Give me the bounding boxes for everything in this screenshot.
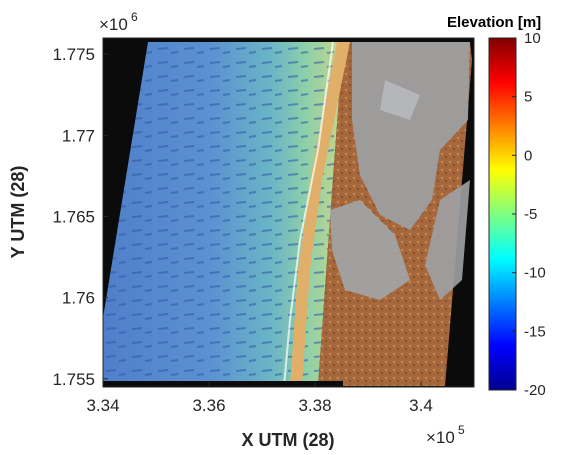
y-tick-label: 1.775 [52,45,95,64]
y-tick-label: 1.77 [62,126,95,145]
colorbar-title: Elevation [m] [447,14,541,31]
x-multiplier-exponent: 5 [458,423,465,437]
y-tick-label: 1.755 [52,370,95,389]
x-multiplier: ×10 [426,428,455,447]
y-multiplier: ×10 [99,15,128,34]
bottom-edge [103,381,343,387]
colorbar-tick-label: 10 [524,30,541,47]
colorbar-tick-label: -5 [524,206,537,223]
y-multiplier-exponent: 6 [131,10,138,24]
y-tick-label: 1.76 [62,289,95,308]
x-tick-label: 3.34 [86,396,119,415]
colorbar-tick-label: 0 [524,147,532,164]
colorbar [489,38,516,390]
x-tick-label: 3.4 [409,396,433,415]
colorbar-ticks: 10 5 0 -5 -10 -15 -20 [512,30,546,399]
x-tick-label: 3.38 [298,396,331,415]
colorbar-tick-label: -10 [524,265,546,282]
y-axis: 1.755 1.76 1.765 1.77 1.775 [52,45,108,389]
y-tick-label: 1.765 [52,208,95,227]
y-axis-label: Y UTM (28) [8,166,28,259]
x-axis-label: X UTM (28) [241,430,334,450]
colorbar-tick-label: -20 [524,382,546,399]
colorbar-tick-label: 5 [524,89,532,106]
colorbar-tick-label: -15 [524,323,546,340]
x-tick-label: 3.36 [192,396,225,415]
map-image [103,38,474,387]
